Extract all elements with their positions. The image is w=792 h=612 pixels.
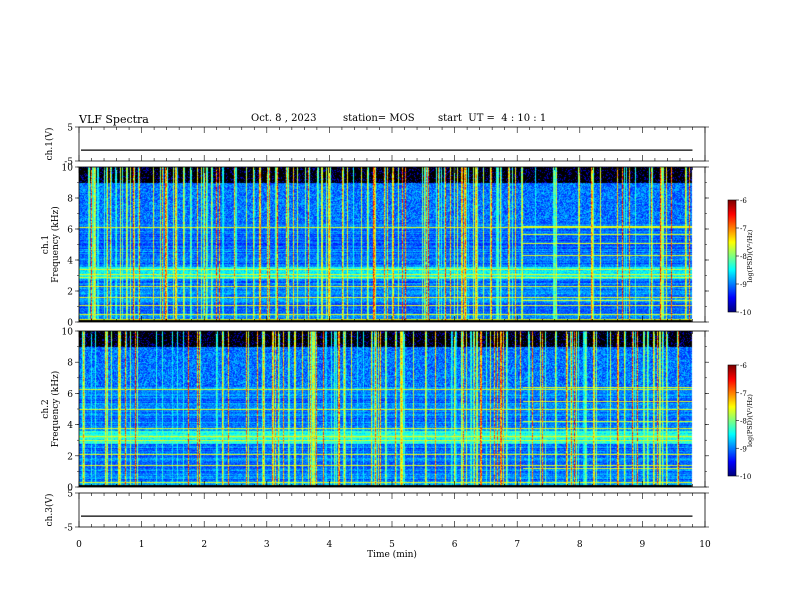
colorbar-label: log(PSD)(V²/Hz) <box>746 229 754 282</box>
colorbar-1 <box>728 365 736 476</box>
x-tick-label: 10 <box>699 540 711 550</box>
colorbar-tick-label: -9 <box>740 445 747 453</box>
ch1-spectrogram-image <box>79 167 705 322</box>
x-tick-label: 0 <box>76 540 82 550</box>
y-tick-label: 10 <box>62 164 74 174</box>
y-tick-label: 4 <box>67 257 73 267</box>
x-tick-label: 4 <box>327 540 333 550</box>
y-tick-label: 0 <box>67 319 73 329</box>
colorbar-tick-label: -6 <box>740 197 747 205</box>
y-tick-label: 6 <box>67 226 73 236</box>
y-tick-label: 0 <box>67 484 73 494</box>
ch1-spectrogram-ylabel-frequency: Frequency (kHz) <box>50 206 61 283</box>
chart-title: VLF Spectra <box>79 113 149 126</box>
y-tick-label: 4 <box>67 421 73 431</box>
x-tick-label: 1 <box>139 540 145 550</box>
y-tick-label: 5 <box>67 490 73 500</box>
y-tick-label: -5 <box>64 524 73 534</box>
ch1-waveform-ylabel: ch.1(V) <box>44 128 55 161</box>
y-tick-label: 5 <box>67 124 73 134</box>
x-tick-label: 6 <box>452 540 458 550</box>
colorbar-tick-label: -10 <box>740 309 751 317</box>
colorbar-tick-label: -6 <box>740 362 747 370</box>
x-tick-label: 3 <box>264 540 270 550</box>
station-label: station= MOS <box>343 113 415 124</box>
y-tick-label: 2 <box>67 452 73 462</box>
x-tick-label: 8 <box>577 540 583 550</box>
x-tick-label: 5 <box>389 540 395 550</box>
colorbar-tick-label: -9 <box>740 281 747 289</box>
start-ut-label: start UT = 4 : 10 : 1 <box>438 113 547 124</box>
date-label: Oct. 8 , 2023 <box>251 113 317 124</box>
y-tick-label: -5 <box>64 158 73 168</box>
ch2-spectrogram-ylabel-channel: ch.2 <box>41 399 51 418</box>
colorbar-tick-label: -10 <box>740 473 751 481</box>
y-tick-label: 10 <box>62 328 74 338</box>
y-tick-label: 6 <box>67 390 73 400</box>
colorbar-0 <box>728 200 736 312</box>
y-tick-label: 8 <box>67 359 73 369</box>
x-tick-label: 2 <box>201 540 207 550</box>
y-tick-label: 2 <box>67 288 73 298</box>
y-tick-label: 8 <box>67 195 73 205</box>
ch2-spectrogram-ylabel-frequency: Frequency (kHz) <box>50 371 61 448</box>
x-tick-label: 9 <box>640 540 646 550</box>
colorbar-tick-label: -8 <box>740 418 747 426</box>
colorbar-tick-label: -8 <box>740 253 747 261</box>
x-axis-label: Time (min) <box>367 549 417 560</box>
x-tick-label: 7 <box>514 540 520 550</box>
ch2-spectrogram-image <box>79 331 705 487</box>
ch3-waveform-ylabel: ch.3(V) <box>44 494 55 527</box>
colorbar-tick-label: -7 <box>740 390 747 398</box>
colorbar-label: log(PSD)(V²/Hz) <box>746 394 754 447</box>
ch1-spectrogram-ylabel-channel: ch.1 <box>41 235 51 254</box>
colorbar-tick-label: -7 <box>740 225 747 233</box>
